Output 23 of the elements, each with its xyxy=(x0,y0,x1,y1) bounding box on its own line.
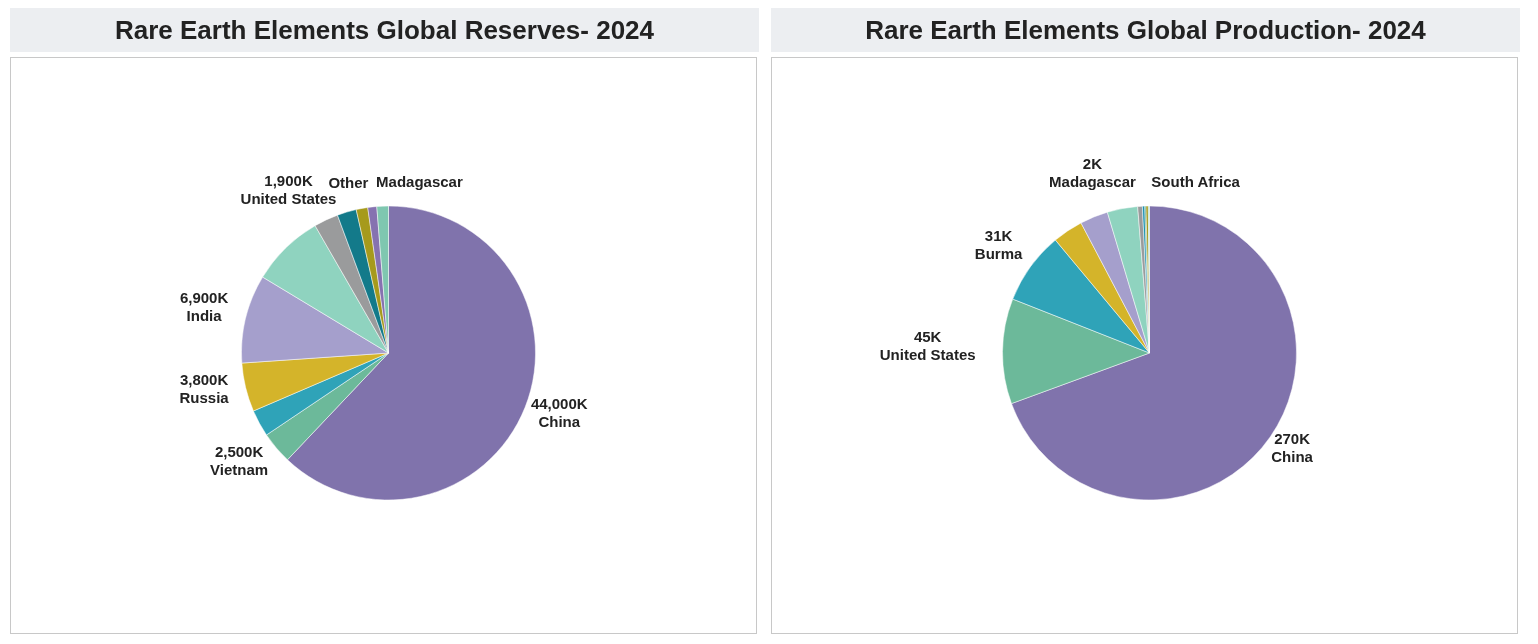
slice-label: China xyxy=(538,412,581,430)
data-label: 2K xyxy=(1082,155,1103,173)
slice-label: United States xyxy=(879,345,976,363)
data-label: 1,900K xyxy=(264,171,313,189)
data-label: 45K xyxy=(913,327,942,345)
data-label: 44,000K xyxy=(530,394,588,412)
slice-label: Vietnam xyxy=(210,461,269,479)
data-label: 2,500K xyxy=(214,443,264,461)
chart-title: Rare Earth Elements Global Reserves- 2024 xyxy=(10,8,759,52)
slice-label: South Africa xyxy=(1151,173,1241,190)
slice-label: Russia xyxy=(179,389,230,407)
chart-title: Rare Earth Elements Global Production- 2024 xyxy=(771,8,1520,52)
slice-label: India xyxy=(186,306,223,324)
slice-label: Burma xyxy=(974,245,1024,263)
data-label: 270K xyxy=(1274,430,1311,448)
slice-label: Other xyxy=(328,174,369,192)
slice-label: United States xyxy=(240,189,337,207)
slice-label: Madagascar xyxy=(376,173,463,191)
data-label: 3,800K xyxy=(179,371,229,389)
data-label: 31K xyxy=(984,227,1013,245)
slice-label: Madagascar xyxy=(1049,173,1136,191)
slice-label: China xyxy=(1271,448,1314,466)
data-label: 6,900K xyxy=(179,288,229,306)
